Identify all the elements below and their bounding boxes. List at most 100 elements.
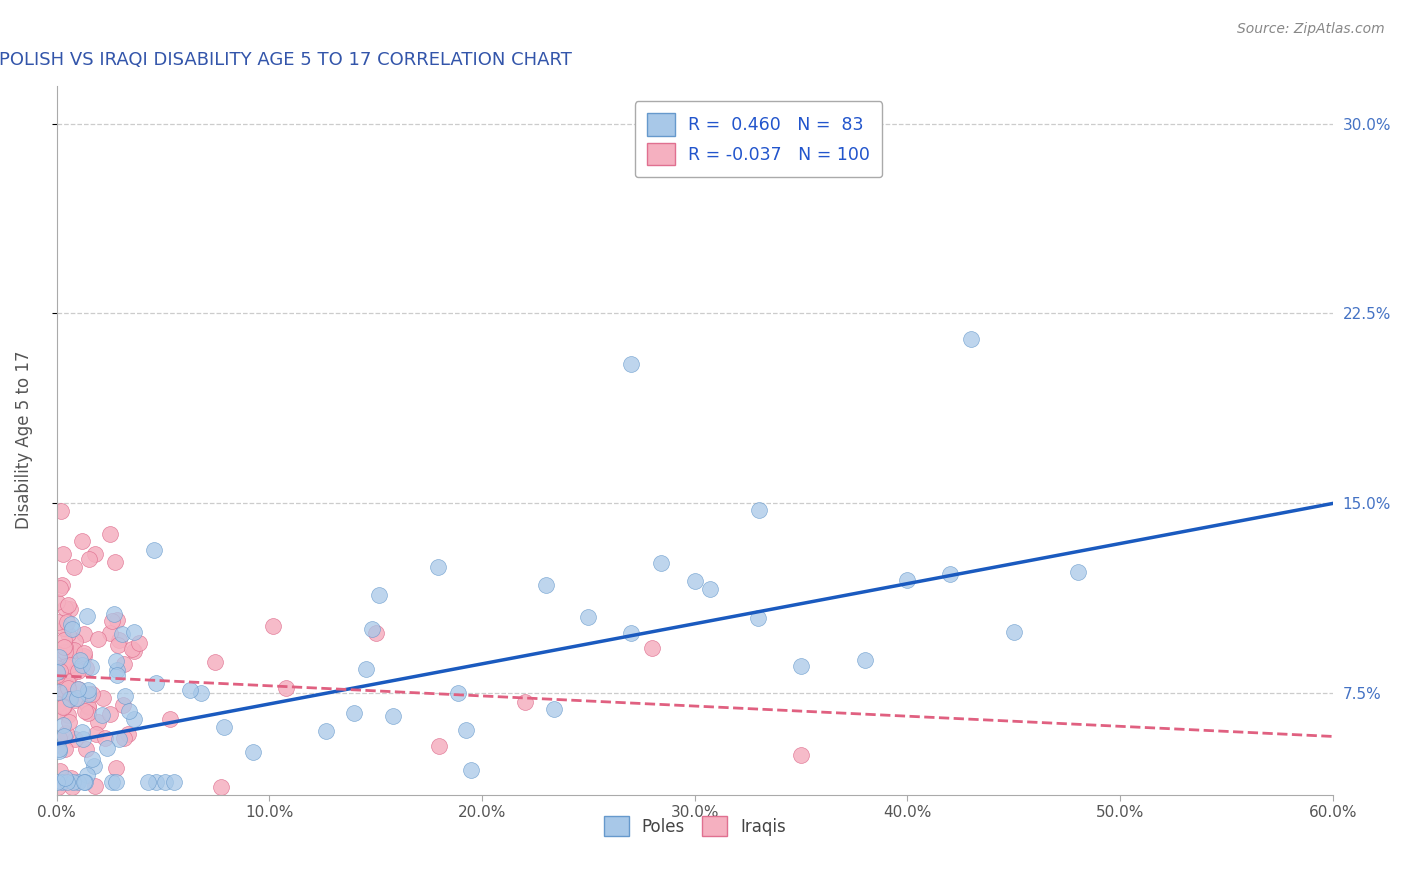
Point (429, 739, 451, 753)
Point (70, 534, 93, 549)
Point (51, 578, 73, 592)
Point (49, 664, 72, 678)
Point (112, 657, 135, 671)
Point (117, 727, 139, 741)
Point (382, 709, 405, 723)
Point (58, 681, 80, 695)
Point (55, 725, 77, 739)
Point (84, 779, 107, 793)
Point (58, 708, 80, 723)
Point (55, 657, 77, 671)
Point (122, 624, 145, 639)
Point (790, 747, 813, 762)
Point (128, 636, 150, 650)
Point (46, 657, 69, 672)
Text: POLISH VS IRAQI DISABILITY AGE 5 TO 17 CORRELATION CHART: POLISH VS IRAQI DISABILITY AGE 5 TO 17 C… (0, 51, 572, 69)
Point (364, 626, 387, 640)
Point (576, 609, 599, 624)
Point (56, 626, 79, 640)
Point (426, 559, 449, 574)
Point (52, 632, 75, 647)
Point (53, 742, 76, 756)
Point (45, 667, 67, 681)
Point (46, 594, 69, 608)
Point (72, 724, 94, 739)
Point (159, 713, 181, 727)
Point (699, 582, 721, 597)
Point (56, 775, 79, 789)
Point (91, 708, 114, 723)
Point (48, 741, 70, 756)
Point (96, 741, 118, 756)
Point (46, 615, 69, 630)
Point (853, 653, 876, 667)
Point (48, 764, 70, 778)
Point (111, 627, 134, 641)
Point (98, 706, 121, 721)
Point (46, 665, 69, 679)
Point (513, 695, 536, 709)
Point (650, 556, 672, 570)
Point (59, 771, 82, 785)
Point (55, 659, 77, 673)
Point (87, 632, 110, 646)
Point (454, 723, 477, 738)
Point (77, 706, 100, 721)
Point (145, 676, 167, 690)
Point (48, 685, 70, 699)
Y-axis label: Disability Age 5 to 17: Disability Age 5 to 17 (15, 351, 32, 529)
Point (204, 655, 226, 669)
Point (77, 552, 100, 566)
Point (73, 775, 96, 789)
Point (262, 619, 284, 633)
Point (66, 775, 89, 789)
Point (53, 699, 76, 714)
Point (56, 679, 79, 693)
Point (70, 657, 93, 672)
Point (53, 771, 76, 785)
Point (747, 503, 769, 517)
Point (56, 615, 79, 630)
Point (49, 581, 72, 595)
Point (354, 662, 377, 676)
Point (58, 667, 80, 681)
Point (46, 698, 69, 712)
Point (46, 704, 69, 718)
Point (79, 660, 101, 674)
Point (51, 775, 73, 789)
Point (620, 357, 643, 371)
Point (1002, 624, 1025, 639)
Point (114, 689, 136, 703)
Point (122, 644, 145, 658)
Point (72, 731, 94, 746)
Point (72, 648, 94, 663)
Point (832, 129, 855, 144)
Point (62, 623, 84, 637)
Point (117, 704, 139, 718)
Point (105, 654, 128, 668)
Point (58, 692, 80, 706)
Point (111, 698, 134, 713)
Point (48, 682, 70, 697)
Text: Source: ZipAtlas.com: Source: ZipAtlas.com (1237, 22, 1385, 37)
Point (142, 543, 165, 558)
Point (52, 640, 75, 654)
Point (52, 547, 75, 561)
Point (69, 653, 91, 667)
Point (66, 662, 89, 676)
Point (65, 732, 87, 747)
Point (62, 559, 84, 574)
Point (59, 602, 82, 616)
Point (108, 632, 131, 647)
Point (536, 577, 558, 591)
Point (60, 780, 83, 794)
Point (112, 731, 135, 745)
Point (163, 775, 186, 789)
Point (49, 679, 72, 693)
Point (53, 621, 76, 635)
Point (343, 706, 366, 720)
Point (45, 775, 67, 789)
Point (960, 332, 983, 346)
Point (105, 775, 128, 789)
Point (51, 504, 73, 518)
